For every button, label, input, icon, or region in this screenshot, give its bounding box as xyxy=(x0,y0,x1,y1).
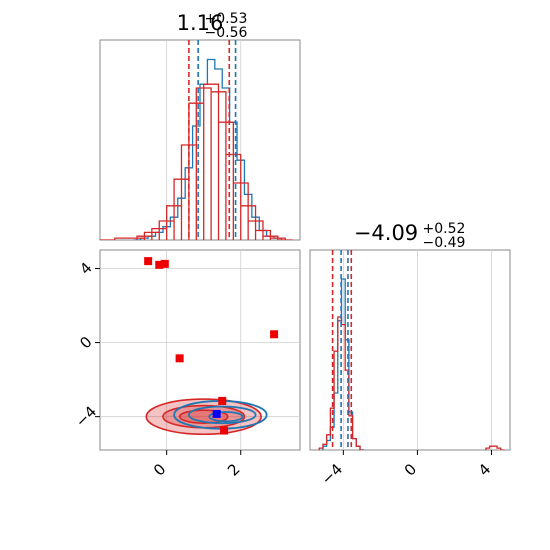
hist-param1-series-1 xyxy=(100,83,293,240)
title-param2-sup: +0.52 xyxy=(423,221,466,237)
marker-series-1-1 xyxy=(155,260,164,269)
marker-series-1-0 xyxy=(144,257,153,266)
tick-label-p2-y-2: 4 xyxy=(76,259,95,278)
marker-series-1-5 xyxy=(218,396,227,405)
marker-series-1-4 xyxy=(270,330,279,339)
marker-series-0-0 xyxy=(212,409,221,418)
contour-series-1-0 xyxy=(145,398,262,436)
contour-series-0-1 xyxy=(187,405,257,425)
marker-series-1-3 xyxy=(175,354,184,363)
scatter-panel xyxy=(99,249,301,451)
hist-panel-param2 xyxy=(309,249,511,451)
hist-param1-series-0 xyxy=(133,58,283,240)
tick-label-p2-y-0: −4 xyxy=(72,402,100,430)
tick-label-p1-x-0: 0 xyxy=(150,460,169,479)
title-param1-sub: −0.56 xyxy=(205,25,248,41)
tick-label-p2-y-1: 0 xyxy=(76,333,95,352)
tick-label-p1-x-1: 2 xyxy=(224,460,243,479)
contour-series-0-2 xyxy=(208,411,244,423)
marker-series-1-6 xyxy=(220,426,229,435)
tick-label-p2-x-0: −4 xyxy=(318,460,346,488)
title-param1-sup: +0.53 xyxy=(205,11,248,27)
hist-param2-series-1 xyxy=(318,316,505,450)
hist-panel-param1 xyxy=(99,39,301,241)
title-param1: 1.16 xyxy=(177,11,224,35)
title-param2: −4.09 xyxy=(354,221,418,245)
marker-series-1-2 xyxy=(160,259,169,268)
title-param2-sub: −0.49 xyxy=(423,235,466,251)
tick-label-p2-x-1: 0 xyxy=(401,460,420,479)
tick-label-p2-x-2: 4 xyxy=(475,460,494,479)
